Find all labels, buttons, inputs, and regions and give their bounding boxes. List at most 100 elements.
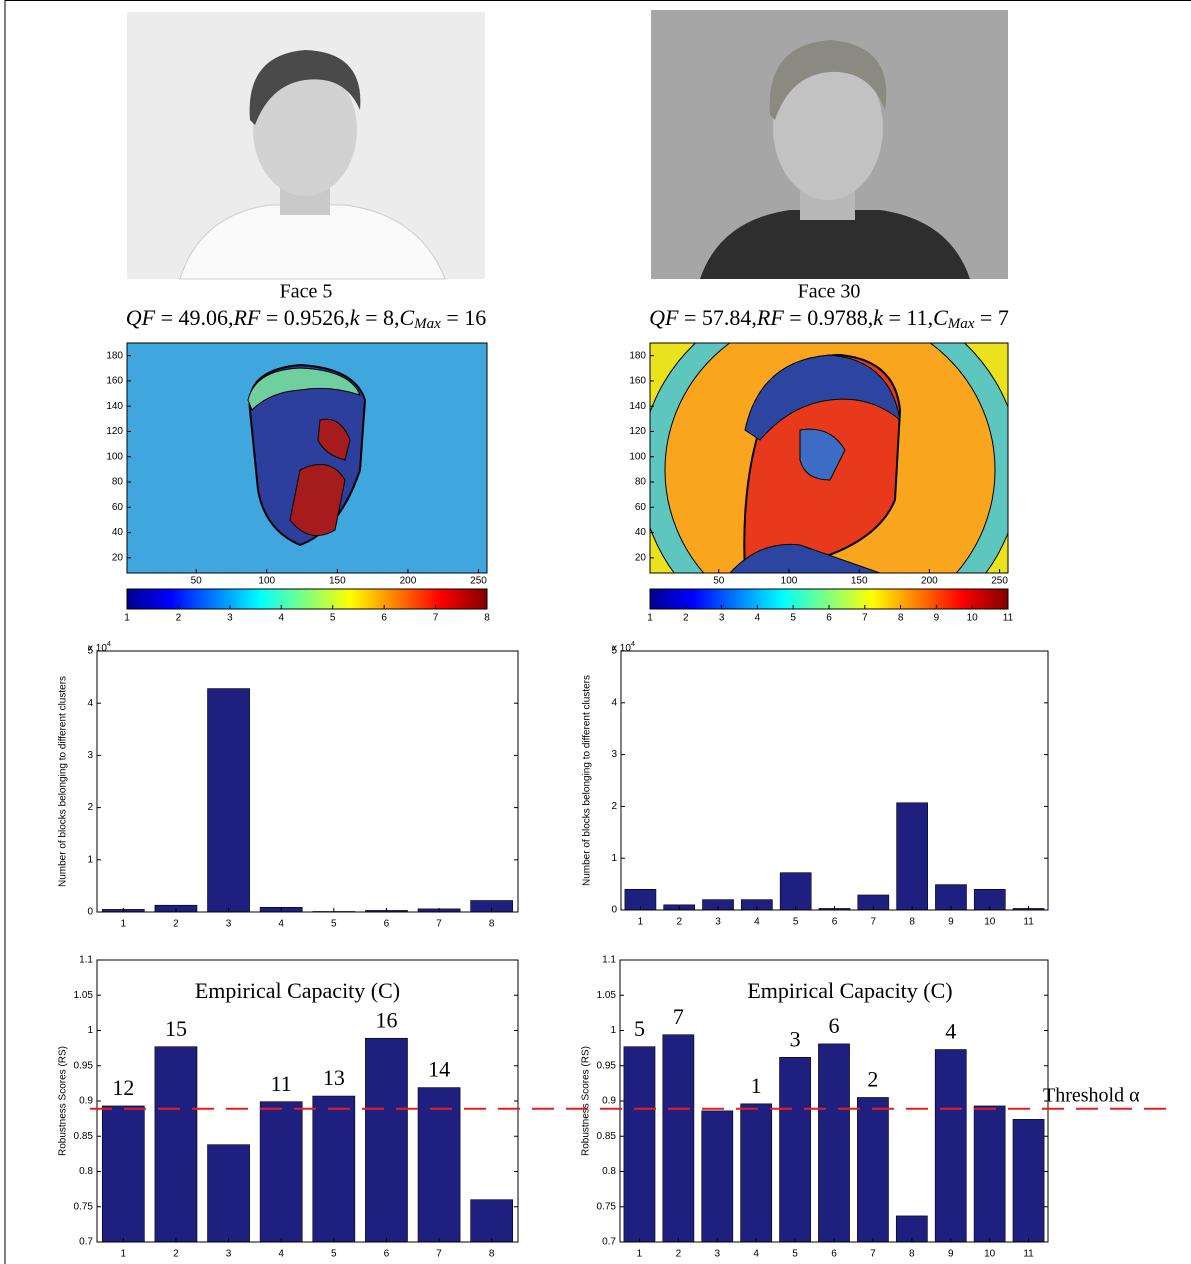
axes-box <box>97 651 518 912</box>
y-tick-label: 1 <box>87 1025 93 1036</box>
y-tick-label: 0.7 <box>602 1237 616 1248</box>
x-tick-label: 250 <box>991 576 1008 587</box>
x-tick-label: 7 <box>871 917 877 928</box>
colorbar-tick-label: 7 <box>433 613 439 624</box>
x-tick-label: 4 <box>754 917 760 928</box>
y-tick-label: 2 <box>87 802 93 813</box>
param-subscript: Max <box>947 316 975 332</box>
y-tick-label: 3 <box>611 749 617 760</box>
capacity-label: 12 <box>112 1075 134 1100</box>
param-symbol: QF <box>649 305 679 330</box>
y-tick-label: 0.95 <box>74 1060 94 1071</box>
param-value: 8 <box>383 305 394 330</box>
x-tick-label: 8 <box>489 1249 495 1260</box>
face-params: QF = 49.06,RF = 0.9526,k = 8,CMax = 16 <box>126 305 487 332</box>
y-tick-label: 0.85 <box>74 1131 94 1142</box>
y-tick-label: 0.7 <box>79 1237 93 1248</box>
param-op: = <box>260 305 283 330</box>
bar <box>780 1057 811 1242</box>
cluster-map <box>127 343 487 573</box>
y-tick-label: 0 <box>87 907 93 918</box>
colorbar-tick-label: 7 <box>862 613 868 624</box>
y-tick-label: 2 <box>611 801 617 812</box>
x-tick-label: 7 <box>436 919 442 930</box>
colorbar-tick-label: 10 <box>967 613 979 624</box>
x-tick-label: 6 <box>832 917 838 928</box>
x-tick-label: 250 <box>470 576 487 587</box>
page: Face 5QF = 49.06,RF = 0.9526,k = 8,CMax … <box>0 0 1191 1264</box>
x-tick-label: 5 <box>793 917 799 928</box>
colorbar-tick-label: 6 <box>826 613 832 624</box>
x-tick-label: 5 <box>331 1249 337 1260</box>
x-tick-label: 9 <box>948 1249 954 1260</box>
y-axis-label: Number of blocks belonging to different … <box>582 675 593 886</box>
face-params: QF = 57.84,RF = 0.9788,k = 11,CMax = 7 <box>649 305 1009 332</box>
y-tick-label: 3 <box>87 750 93 761</box>
colorbar-tick-label: 8 <box>484 613 490 624</box>
threshold-label: Threshold α <box>1043 1084 1140 1106</box>
y-tick-label: 1.05 <box>597 990 617 1001</box>
x-tick-label: 4 <box>278 1249 284 1260</box>
y-tick-label: 0.9 <box>602 1096 616 1107</box>
bar <box>780 873 811 910</box>
capacity-label: 3 <box>790 1026 801 1051</box>
y-tick-label: 1 <box>611 853 617 864</box>
chart-title: Empirical Capacity (C) <box>747 978 952 1003</box>
param-op: = <box>155 305 178 330</box>
colorbar-tick-label: 1 <box>124 613 130 624</box>
x-tick-label: 11 <box>1023 917 1034 928</box>
colorbar-tick-label: 9 <box>934 613 940 624</box>
y-tick-label: 120 <box>106 426 123 437</box>
x-tick-label: 7 <box>436 1249 442 1260</box>
bar <box>624 1047 655 1242</box>
y-tick-label: 60 <box>112 502 124 513</box>
y-tick-label: 1.05 <box>74 990 94 1001</box>
capacity-label: 5 <box>634 1016 645 1041</box>
x-tick-label: 6 <box>831 1249 837 1260</box>
param-op: = <box>974 305 997 330</box>
y-tick-label: 120 <box>629 426 646 437</box>
x-tick-label: 150 <box>851 576 868 587</box>
y-tick-label: 4 <box>611 697 617 708</box>
x-tick-label: 100 <box>781 576 798 587</box>
y-tick-label: 80 <box>112 477 124 488</box>
bar <box>935 1050 966 1242</box>
colorbar-tick-label: 1 <box>647 613 653 624</box>
bar <box>208 689 250 912</box>
bar <box>741 1104 772 1242</box>
y-tick-label: 40 <box>635 527 647 538</box>
y-tick-label: 40 <box>112 527 124 538</box>
y-scale-label: x 104 <box>612 641 635 654</box>
x-tick-label: 11 <box>1023 1249 1034 1260</box>
param-op: = <box>360 305 383 330</box>
x-tick-label: 7 <box>870 1249 876 1260</box>
param-subscript: Max <box>413 316 441 332</box>
y-tick-label: 1 <box>87 854 93 865</box>
param-op: = <box>883 305 906 330</box>
capacity-label: 13 <box>323 1065 345 1090</box>
y-tick-label: 100 <box>629 451 646 462</box>
colorbar-tick-label: 3 <box>719 613 725 624</box>
scale-base: x 10 <box>612 643 631 654</box>
capacity-label: 6 <box>829 1013 840 1038</box>
y-tick-label: 1 <box>610 1025 616 1036</box>
y-tick-label: 0.8 <box>602 1166 616 1177</box>
y-axis-label: Robustness Scores (RS) <box>581 1046 592 1156</box>
param-op: = <box>784 305 807 330</box>
y-tick-label: 0.75 <box>74 1201 94 1212</box>
x-tick-label: 1 <box>121 919 127 930</box>
y-tick-label: 140 <box>629 401 646 412</box>
bar <box>1013 1119 1044 1242</box>
colorbar-tick-label: 5 <box>790 613 796 624</box>
x-tick-label: 3 <box>714 1249 720 1260</box>
param-symbol: C <box>399 305 414 330</box>
face-photo <box>651 10 1008 279</box>
x-tick-label: 200 <box>400 576 417 587</box>
y-tick-label: 80 <box>635 477 647 488</box>
bar <box>897 803 928 910</box>
axes-box <box>621 651 1048 910</box>
x-tick-label: 6 <box>384 919 390 930</box>
capacity-label: 16 <box>375 1007 397 1032</box>
x-tick-label: 2 <box>173 919 179 930</box>
chart-title: Empirical Capacity (C) <box>195 978 400 1003</box>
